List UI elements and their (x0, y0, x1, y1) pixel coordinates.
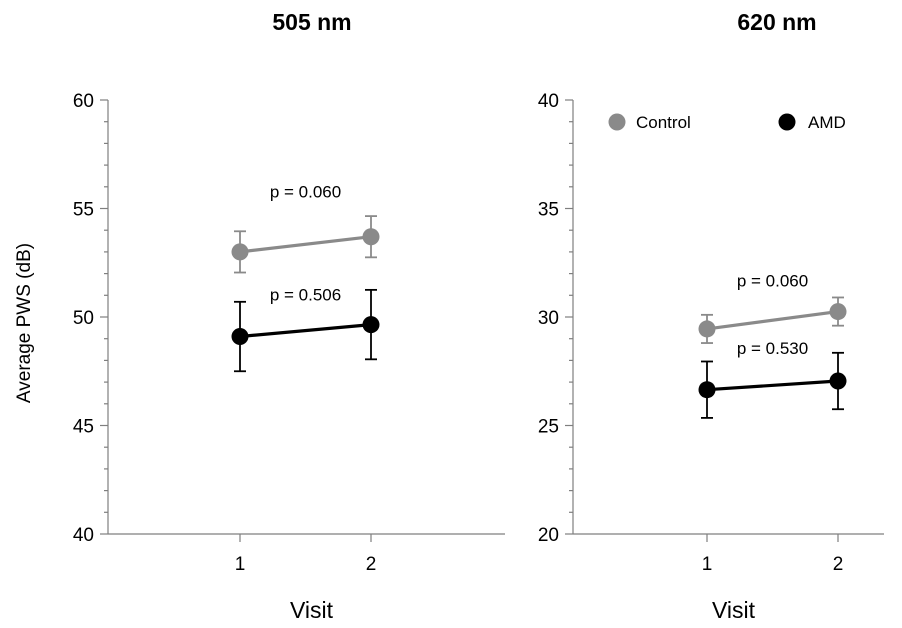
legend: Control AMD (608, 113, 846, 132)
data-point (231, 328, 249, 346)
data-point (231, 243, 249, 261)
data-point (829, 303, 847, 321)
data-point (362, 228, 380, 246)
data-point (362, 316, 380, 334)
y-tick-label: 40 (73, 525, 94, 546)
y-tick-label: 30 (538, 308, 559, 329)
series-control (231, 215, 380, 274)
y-tick-label: 55 (73, 200, 94, 221)
chart-title: 505 nm (272, 9, 351, 35)
data-point (698, 381, 716, 399)
series-line (239, 235, 372, 254)
series-line (706, 379, 839, 392)
y-tick-label: 25 (538, 417, 559, 438)
chart-panel-2: 620 nm 20 25 30 35 40 1 2 Visit p = 0.060 p = 0.53… (538, 9, 884, 623)
p-value-label: p = 0.506 (270, 286, 341, 305)
x-tick-label: 2 (366, 554, 377, 575)
y-tick-label: 60 (73, 91, 94, 112)
chart-panel-1: 505 nm 40 45 50 55 60 1 2 Visit Average PWS (dB) p… (14, 9, 505, 623)
p-value-label: p = 0.530 (737, 339, 808, 358)
series-amd (231, 288, 380, 373)
series-line (706, 309, 839, 331)
legend-marker (778, 113, 796, 131)
series-line (239, 323, 372, 339)
series-control (698, 296, 847, 344)
x-axis-label: Visit (290, 597, 334, 623)
x-tick-label: 1 (702, 554, 713, 575)
y-tick-label: 45 (73, 417, 94, 438)
y-axis-label: Average PWS (dB) (14, 243, 35, 403)
y-tick-label: 40 (538, 91, 559, 112)
y-tick-label: 20 (538, 525, 559, 546)
x-axis-label: Visit (712, 597, 756, 623)
y-tick-label: 35 (538, 200, 559, 221)
legend-marker (608, 113, 626, 131)
legend-label: AMD (808, 113, 846, 132)
x-tick-label: 1 (235, 554, 246, 575)
legend-label: Control (636, 113, 691, 132)
series-amd (698, 351, 847, 419)
data-point (698, 320, 716, 338)
p-value-label: p = 0.060 (270, 183, 341, 202)
y-tick-label: 50 (73, 308, 94, 329)
p-value-label: p = 0.060 (737, 272, 808, 291)
data-point (829, 372, 847, 390)
chart-title: 620 nm (737, 9, 816, 35)
x-tick-label: 2 (833, 554, 844, 575)
